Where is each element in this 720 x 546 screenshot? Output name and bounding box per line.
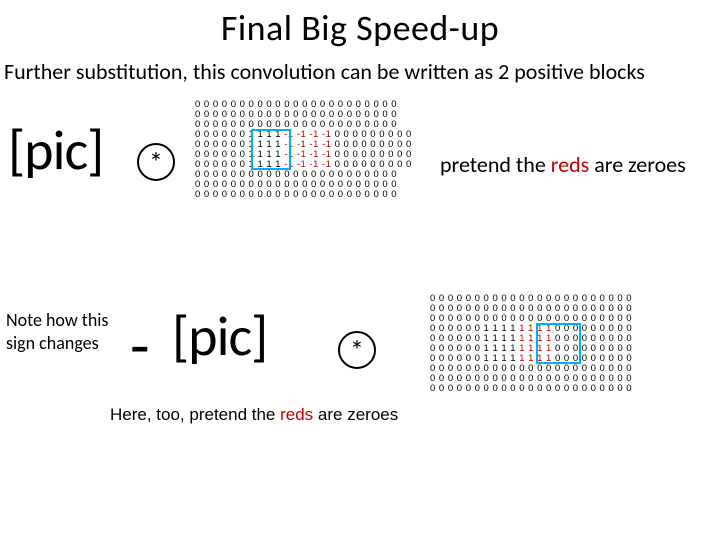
pic-placeholder-1: [pic] xyxy=(8,117,103,185)
highlight-box-1 xyxy=(251,129,291,170)
row-2: Note how this sign changes - [pic] 0 0 0… xyxy=(0,289,720,499)
sign-note: Note how this sign changes xyxy=(6,309,126,354)
highlight-box-2 xyxy=(536,323,581,364)
pic-placeholder-2: [pic] xyxy=(172,303,267,371)
pretend-pre: pretend the xyxy=(440,151,551,178)
convolution-icon-2 xyxy=(338,331,376,369)
page-title: Final Big Speed-up xyxy=(0,6,720,50)
pretend-note-2: Here, too, pretend the reds are zeroes xyxy=(110,405,398,425)
subtitle: Further substitution, this convolution c… xyxy=(4,58,720,85)
caption2-post: are zeroes xyxy=(313,405,398,424)
caption2-red: reds xyxy=(280,405,313,424)
minus-sign: - xyxy=(130,307,150,385)
kernel-matrix-2: 0 0 0 0 0 0 0 0 0 0 0 0 0 0 0 0 0 0 0 0 … xyxy=(430,294,632,394)
pretend-post: are zeroes xyxy=(589,151,685,178)
row-1: [pic] 0 0 0 0 0 0 0 0 0 0 0 0 0 0 0 0 0 … xyxy=(0,95,720,285)
pretend-red: reds xyxy=(551,151,590,178)
caption2-pre: Here, too, pretend the xyxy=(110,405,280,424)
pretend-note-1: pretend the reds are zeroes xyxy=(440,151,686,178)
kernel-matrix-1: 0 0 0 0 0 0 0 0 0 0 0 0 0 0 0 0 0 0 0 0 … xyxy=(195,100,412,200)
convolution-icon-1 xyxy=(137,143,175,181)
